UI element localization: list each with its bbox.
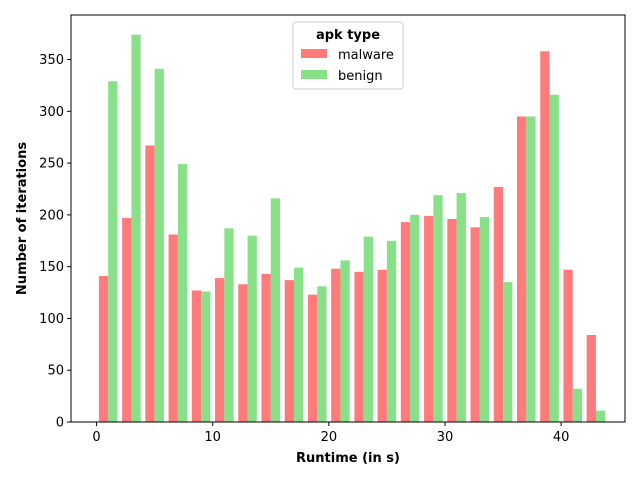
y-axis-label: Number of iterations [15,142,30,295]
y-tick-label: 0 [56,416,64,431]
legend: apk type malware benign [292,21,404,90]
bar-benign-14 [433,195,443,422]
bar-benign-17 [503,282,513,422]
y-tick-label: 200 [39,208,64,223]
bar-malware-21 [586,335,596,422]
bar-benign-0 [108,81,118,422]
bar-benign-13 [410,214,420,422]
bar-malware-6 [238,284,248,422]
bar-malware-8 [284,280,294,422]
bar-benign-3 [177,164,188,422]
x-tick-label: 0 [92,430,100,445]
plot-frame [70,14,626,423]
bar-malware-19 [540,51,550,422]
bar-malware-7 [261,273,271,422]
bar-benign-15 [456,193,466,422]
legend-title: apk type [316,28,380,43]
bar-malware-15 [447,219,457,422]
bar-malware-12 [377,269,387,422]
x-axis-label: Runtime (in s) [296,451,400,466]
bar-malware-14 [424,215,434,422]
bar-malware-16 [470,227,480,422]
bar-benign-2 [154,68,164,422]
y-tick-label: 350 [39,53,64,68]
bar-malware-1 [122,217,132,422]
x-tick-label: 40 [553,430,570,445]
bar-benign-21 [595,410,606,422]
bar-benign-19 [549,94,559,423]
bar-malware-13 [400,222,411,422]
bar-benign-11 [363,236,373,422]
y-axis-ticks: 0 50 100 150 200 250 300 350 [39,53,71,431]
x-axis-ticks: 0 10 20 30 40 [92,422,569,445]
bar-malware-11 [354,271,364,422]
bar-malware-5 [215,278,225,422]
y-tick-label: 150 [39,260,64,275]
bar-benign-1 [131,34,141,423]
bar-malware-9 [307,294,318,422]
bar-benign-7 [270,198,281,422]
legend-swatch-benign [301,70,327,79]
legend-label-benign: benign [338,69,383,84]
bar-malware-3 [168,234,178,422]
bar-malware-0 [98,275,109,422]
bar-benign-12 [386,240,397,422]
y-tick-label: 300 [39,105,64,120]
x-tick-label: 10 [204,430,221,445]
y-tick-label: 50 [47,364,64,379]
bar-benign-16 [479,216,490,422]
x-tick-label: 30 [437,430,454,445]
bar-benign-18 [526,116,536,423]
bar-benign-4 [201,291,211,422]
bar-malware-2 [145,145,155,423]
bar-malware-17 [493,186,504,422]
bar-malware-4 [191,290,202,422]
bar-malware-20 [563,269,573,422]
y-tick-label: 100 [39,312,64,327]
bar-malware-18 [516,116,527,423]
y-tick-label: 250 [39,157,64,172]
x-tick-label: 20 [321,430,338,445]
bar-benign-9 [317,286,327,422]
bar-benign-6 [247,235,257,422]
bar-benign-8 [293,267,304,422]
legend-swatch-malware [301,49,327,58]
bar-malware-10 [331,268,341,422]
bar-benign-10 [340,260,350,422]
bars-layer [98,34,606,423]
bar-benign-20 [572,388,583,422]
legend-label-malware: malware [338,48,394,63]
bar-benign-5 [224,228,234,422]
